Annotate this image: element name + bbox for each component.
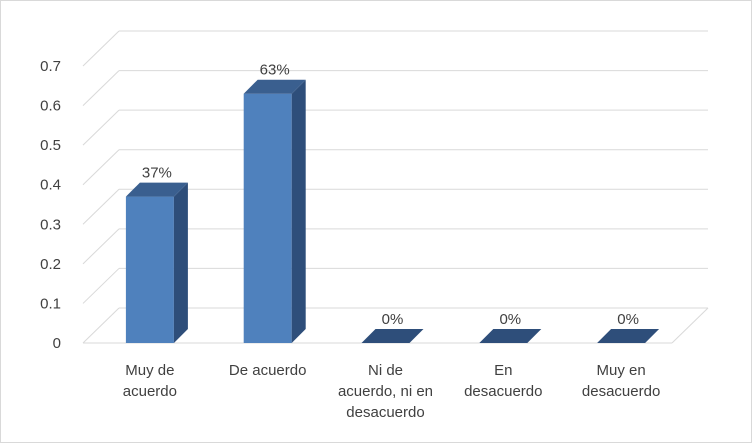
data-label: 37% bbox=[142, 165, 172, 182]
bar-top bbox=[125, 182, 188, 197]
category-label: De acuerdo bbox=[229, 362, 307, 379]
y-tick-label: 0.1 bbox=[40, 295, 61, 312]
bar-side bbox=[173, 182, 188, 343]
bar bbox=[125, 182, 188, 343]
gridline-diagonal bbox=[82, 70, 120, 106]
bar bbox=[597, 329, 660, 343]
y-tick-label: 0 bbox=[53, 335, 61, 352]
gridline-diagonal bbox=[82, 30, 120, 67]
y-tick-label: 0.3 bbox=[40, 216, 61, 233]
bar-top bbox=[361, 329, 424, 343]
bar bbox=[479, 329, 542, 343]
y-axis-ticks: 0 0.1 0.2 0.3 0.4 0.5 0.6 0.7 bbox=[40, 58, 61, 352]
y-tick-label: 0.5 bbox=[40, 137, 61, 154]
floor-right-edge bbox=[671, 307, 709, 344]
data-label: 0% bbox=[499, 311, 521, 328]
gridline-diagonal bbox=[82, 268, 120, 304]
bar-front bbox=[243, 93, 292, 343]
gridline-diagonal bbox=[82, 228, 120, 265]
gridline-diagonal bbox=[82, 109, 120, 146]
category-label: Muy de acuerdo bbox=[123, 362, 177, 400]
bar-top bbox=[479, 329, 542, 343]
y-tick-label: 0.6 bbox=[40, 98, 61, 115]
data-label: 0% bbox=[382, 311, 404, 328]
gridline-diagonal bbox=[82, 307, 120, 344]
bar bbox=[361, 329, 424, 343]
data-label: 0% bbox=[617, 311, 639, 328]
y-tick-label: 0.7 bbox=[40, 58, 61, 75]
gridline-diagonal bbox=[82, 149, 120, 186]
category-label: Muy en desacuerdo bbox=[582, 362, 660, 400]
category-label: Ni de acuerdo, ni en desacuerdo bbox=[338, 362, 433, 421]
category-label: En desacuerdo bbox=[464, 362, 542, 400]
bar-front bbox=[125, 196, 174, 343]
y-tick-label: 0.4 bbox=[40, 177, 61, 194]
bar-side bbox=[291, 79, 306, 344]
bars: 37% Muy de acuerdo 63% De acuerdo 0% Ni de acue… bbox=[123, 62, 661, 421]
bar-top bbox=[597, 329, 660, 343]
gridline-diagonal bbox=[82, 188, 120, 225]
bar-top bbox=[243, 79, 306, 94]
bar bbox=[243, 79, 306, 344]
y-tick-label: 0.2 bbox=[40, 256, 61, 273]
data-label: 63% bbox=[260, 62, 290, 79]
